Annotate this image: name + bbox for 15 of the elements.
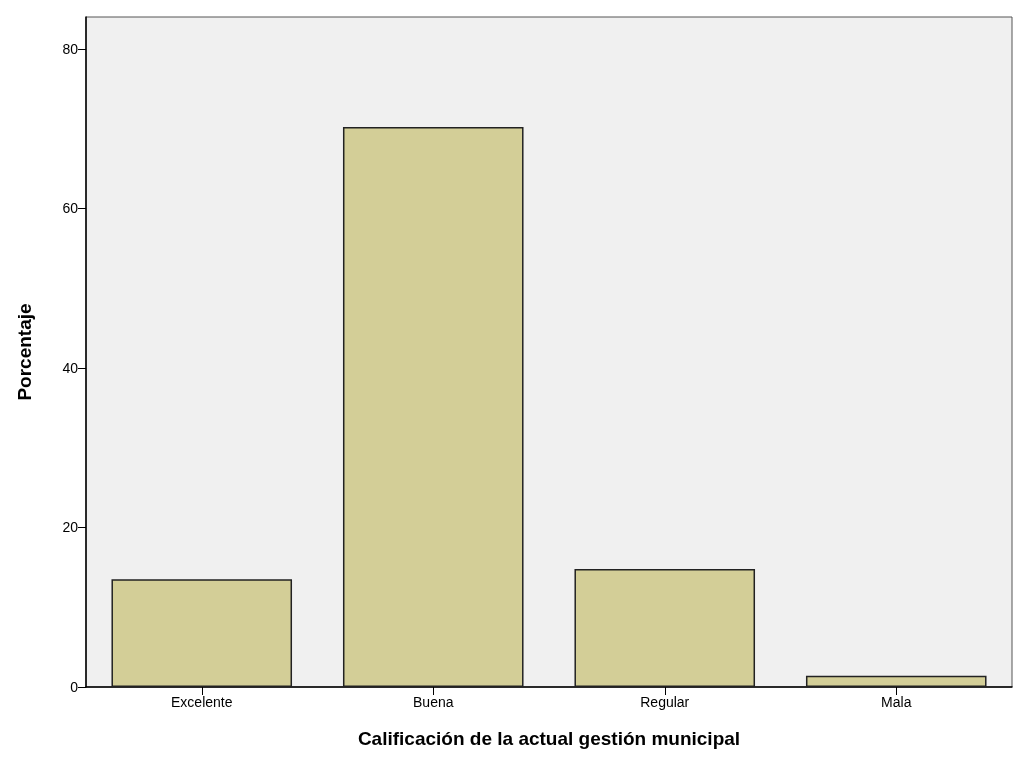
- x-tick-label: Excelente: [171, 694, 233, 710]
- y-tick-label: 0: [70, 679, 79, 695]
- bar: [111, 579, 293, 687]
- bar: [574, 568, 756, 687]
- x-tick-label: Regular: [640, 694, 690, 710]
- y-tick-label: 40: [62, 359, 79, 376]
- y-tick-label: 80: [62, 40, 79, 57]
- y-tick-label: 60: [62, 200, 79, 217]
- x-tick-label: Mala: [881, 694, 912, 710]
- x-tick-label: Buena: [413, 694, 454, 710]
- bar: [342, 127, 524, 687]
- bar: [805, 675, 987, 687]
- x-axis-title: Calificación de la actual gestión municipal: [357, 728, 741, 749]
- y-axis-title: Porcentaje: [14, 303, 35, 401]
- y-tick-label: 20: [62, 519, 79, 536]
